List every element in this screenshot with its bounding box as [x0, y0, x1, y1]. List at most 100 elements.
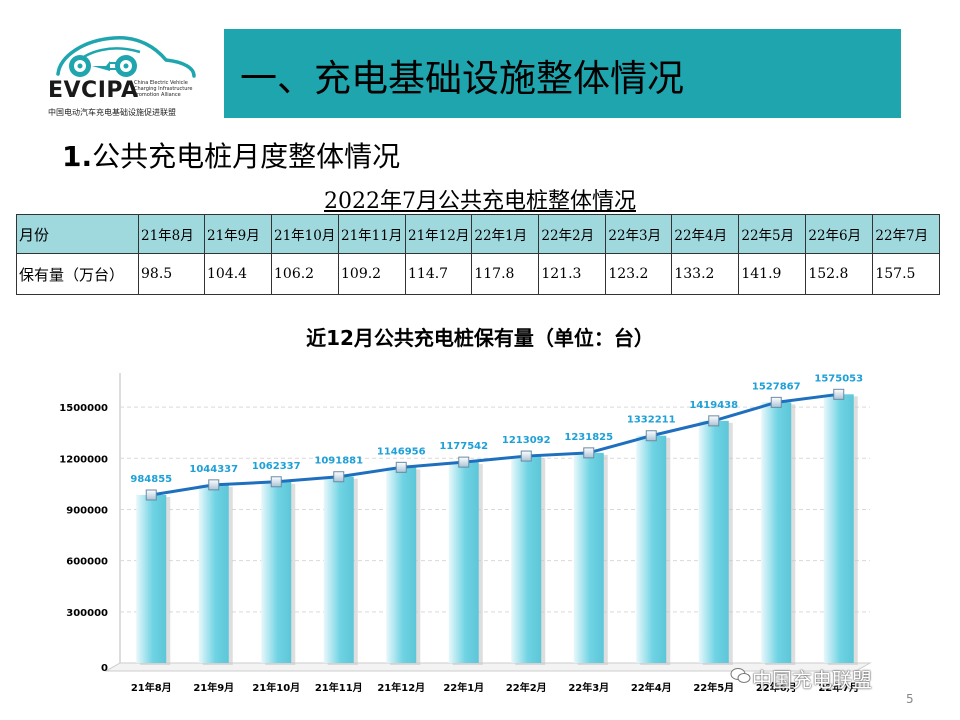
chart-gridlines	[120, 406, 870, 613]
line-marker	[770, 396, 782, 408]
table-header-cell: 22年1月	[471, 214, 540, 254]
y-tick-label: 900000	[66, 505, 108, 516]
y-tick-label: 0	[101, 663, 108, 674]
table-header-cell: 月份	[16, 214, 139, 254]
table-header-cell: 21年9月	[204, 214, 272, 254]
table-header-cell: 21年11月	[338, 214, 406, 254]
data-label: 1575053	[814, 373, 863, 384]
x-tick-label: 21年11月	[315, 681, 363, 694]
bar	[136, 494, 167, 663]
x-tick-label: 22年2月	[506, 681, 547, 694]
data-label: 1213092	[502, 435, 551, 446]
y-tick-label: 300000	[66, 608, 108, 619]
line-marker	[270, 476, 282, 488]
x-tick-label: 22年5月	[693, 681, 734, 694]
table-row-label: 保有量（万台）	[16, 253, 139, 295]
table-cell: 106.2	[271, 253, 339, 295]
y-tick-label: 1500000	[59, 403, 108, 414]
line-marker	[395, 461, 407, 473]
x-tick-label: 21年9月	[193, 681, 234, 694]
table-cell: 152.8	[805, 253, 874, 295]
chart-floor	[104, 662, 872, 672]
section-heading: 1.公共充电桩月度整体情况	[62, 135, 400, 175]
table-cell: 104.4	[204, 253, 272, 295]
data-label: 1419438	[689, 400, 738, 411]
chart-bars	[136, 394, 858, 665]
bar	[448, 462, 479, 663]
slide-title: 一、充电基础设施整体情况	[240, 57, 684, 100]
table-row-values: 保有量（万台） 98.5 104.4 106.2 109.2 114.7 117…	[16, 253, 941, 295]
table-header-cell: 22年5月	[738, 214, 807, 254]
table-cell: 133.2	[671, 253, 740, 295]
table-cell: 109.2	[338, 253, 406, 295]
table-cell: 117.8	[471, 253, 540, 295]
title-banner	[224, 29, 901, 118]
table-cell: 141.9	[738, 253, 807, 295]
x-tick-label: 22年6月	[756, 681, 797, 694]
line-marker	[333, 471, 345, 483]
line-marker	[645, 430, 657, 442]
bar	[511, 456, 542, 663]
chart-frame	[104, 373, 872, 672]
data-label: 1044337	[189, 464, 238, 475]
bar	[386, 467, 417, 663]
bar	[323, 476, 354, 663]
data-label: 1527867	[752, 381, 801, 392]
chart-trend-line	[145, 388, 845, 501]
x-tick-label: 22年7月	[818, 681, 859, 694]
data-label: 1146956	[377, 446, 426, 457]
x-tick-label: 22年1月	[443, 681, 484, 694]
x-tick-label: 21年8月	[131, 681, 172, 694]
evcipa-logo	[56, 36, 196, 78]
chart-title: 近12月公共充电桩保有量（单位：台）	[306, 326, 654, 350]
bar	[573, 452, 604, 663]
line-marker	[145, 489, 157, 501]
x-tick-label: 21年12月	[377, 681, 425, 694]
data-table: 月份 21年8月 21年9月 21年10月 21年11月 21年12月 22年1…	[16, 214, 941, 295]
y-axis-ticks: 0 300000 600000 900000 1200000 1500000	[59, 403, 108, 674]
bar	[823, 394, 854, 663]
x-tick-label: 21年10月	[252, 681, 300, 694]
wechat-icon	[730, 668, 751, 683]
logo-chinese-name: 中国电动汽车充电基础设施促进联盟	[48, 108, 176, 117]
table-cell: 114.7	[404, 253, 473, 295]
line-marker	[520, 450, 532, 462]
logo-english-name: China Electric Vehicle Charging Infrastr…	[134, 80, 193, 98]
table-header-cell: 21年8月	[138, 214, 205, 254]
table-header-cell: 21年10月	[271, 214, 339, 254]
x-tick-label: 22年4月	[631, 681, 672, 694]
table-cell: 98.5	[138, 253, 205, 295]
chart-data-labels: 984855 1044337 1062337 1091881 1146956 117754…	[130, 373, 863, 485]
bar	[198, 484, 229, 663]
table-cell: 123.2	[605, 253, 673, 295]
line-marker	[833, 388, 845, 400]
data-label: 984855	[130, 474, 172, 485]
x-tick-label: 22年3月	[568, 681, 609, 694]
table-header-cell: 22年7月	[872, 214, 941, 254]
y-tick-label: 600000	[66, 557, 108, 568]
table-header-cell: 21年12月	[404, 214, 473, 254]
bar	[761, 402, 792, 663]
data-label: 1177542	[439, 441, 488, 452]
line-marker	[208, 479, 220, 491]
logo-brand: EVCIPA	[48, 78, 139, 103]
table-row-months: 月份 21年8月 21年9月 21年10月 21年11月 21年12月 22年1…	[16, 214, 941, 254]
data-label: 1332211	[627, 415, 676, 426]
table-cell: 121.3	[538, 253, 607, 295]
table-header-cell: 22年3月	[605, 214, 673, 254]
table-header-cell: 22年2月	[538, 214, 607, 254]
bar	[698, 420, 729, 663]
table-caption: 2022年7月公共充电桩整体情况	[324, 189, 636, 214]
y-tick-label: 1200000	[59, 454, 108, 465]
x-axis-ticks: 21年8月 21年9月 21年10月 21年11月 21年12月 22年1月 22年2月 22…	[131, 681, 859, 694]
page-number: 5	[906, 692, 914, 706]
line-marker	[458, 456, 470, 468]
table-cell: 157.5	[872, 253, 941, 295]
line-marker	[583, 447, 595, 459]
data-label: 1091881	[314, 456, 363, 467]
watermark: 中国充电联盟	[752, 668, 872, 692]
data-label: 1062337	[252, 461, 301, 472]
bar	[261, 481, 292, 663]
line-marker	[708, 415, 720, 427]
